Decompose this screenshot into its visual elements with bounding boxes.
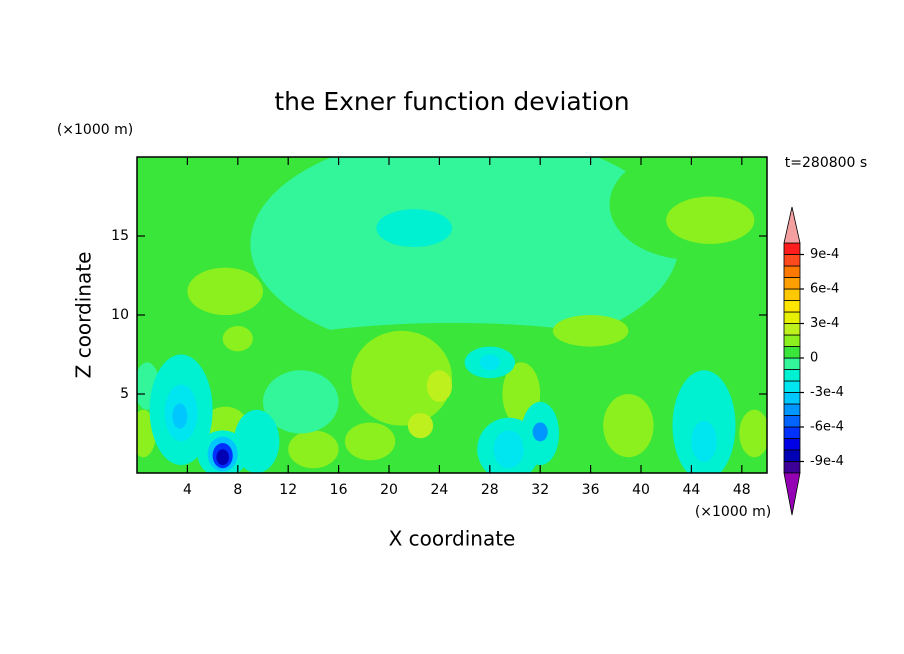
colorbar-box	[783, 438, 801, 451]
contour-region	[666, 196, 755, 244]
x-tick-label: 28	[481, 482, 499, 498]
colorbar-box	[783, 392, 801, 405]
x-tick-label: 8	[233, 482, 242, 498]
colorbar-box	[783, 242, 801, 255]
colorbar-box	[783, 357, 801, 370]
contour-region	[344, 422, 396, 461]
colorbar-over	[783, 206, 801, 244]
x-tick-label: 32	[531, 482, 549, 498]
contour-region	[137, 157, 226, 229]
colorbar-box	[783, 426, 801, 439]
contour-region	[263, 370, 339, 434]
x-tick-label: 48	[733, 482, 751, 498]
colorbar-tick-label: 9e-4	[810, 247, 839, 262]
colorbar-box	[783, 288, 801, 301]
contour-field	[137, 157, 767, 473]
colorbar-box	[783, 449, 801, 462]
colorbar-box	[783, 403, 801, 416]
x-tick-label: 40	[632, 482, 650, 498]
colorbar-tick-label: 6e-4	[810, 282, 839, 297]
contour-region	[603, 394, 654, 458]
x-tick-label: 4	[183, 482, 192, 498]
contour-region	[250, 157, 679, 355]
x-tick-label: 12	[279, 482, 297, 498]
x-unit: (×1000 m)	[695, 504, 771, 520]
contour-region	[187, 267, 263, 315]
contour-region	[691, 420, 717, 462]
colorbar-tick-label: -9e-4	[810, 454, 844, 469]
contour-region	[407, 412, 434, 439]
contour-region	[351, 330, 452, 426]
y-tick-label: 15	[111, 228, 129, 244]
colorbar-tick-label: -3e-4	[810, 385, 844, 400]
colorbar-box	[783, 311, 801, 324]
colorbar-box	[783, 334, 801, 347]
time-label: t=280800 s	[785, 155, 867, 171]
chart-title: the Exner function deviation	[274, 87, 629, 116]
colorbar-tick-label: 3e-4	[810, 316, 839, 331]
colorbar-box	[783, 254, 801, 267]
contour-region	[426, 370, 452, 402]
x-tick-label: 36	[582, 482, 600, 498]
contour-region	[532, 422, 548, 442]
y-axis-label: Z coordinate	[72, 252, 96, 379]
colorbar-box	[783, 277, 801, 290]
y-unit: (×1000 m)	[57, 122, 133, 138]
contour-region	[222, 326, 253, 352]
colorbar-tick-label: -6e-4	[810, 420, 844, 435]
x-tick-label: 24	[430, 482, 448, 498]
colorbar-box	[783, 300, 801, 313]
axes: 4 8 12 16 20 24 28 32 36 40 44 48510159e-46e-43e-40…	[111, 156, 844, 516]
colorbar-tick-label: 0	[810, 351, 818, 366]
x-tick-label: 16	[330, 482, 348, 498]
contour-region	[493, 430, 524, 469]
y-tick-label: 10	[111, 307, 129, 323]
colorbar-box	[783, 323, 801, 336]
y-tick-label: 5	[120, 386, 129, 402]
contour-region	[376, 209, 453, 248]
colorbar-box	[783, 265, 801, 278]
contour-region	[552, 315, 629, 347]
x-axis-label: X coordinate	[389, 527, 516, 551]
contour-region	[479, 354, 500, 371]
contour-region	[216, 449, 229, 466]
colorbar-box	[783, 461, 801, 474]
colorbar-box	[783, 369, 801, 382]
contour-region	[172, 403, 188, 429]
colorbar-box	[783, 380, 801, 393]
colorbar-under	[783, 472, 801, 516]
contour-region	[288, 430, 339, 469]
colorbar-box	[783, 415, 801, 428]
contour-region	[739, 409, 767, 458]
x-tick-label: 44	[682, 482, 700, 498]
colorbar-box	[783, 346, 801, 359]
x-tick-label: 20	[380, 482, 398, 498]
